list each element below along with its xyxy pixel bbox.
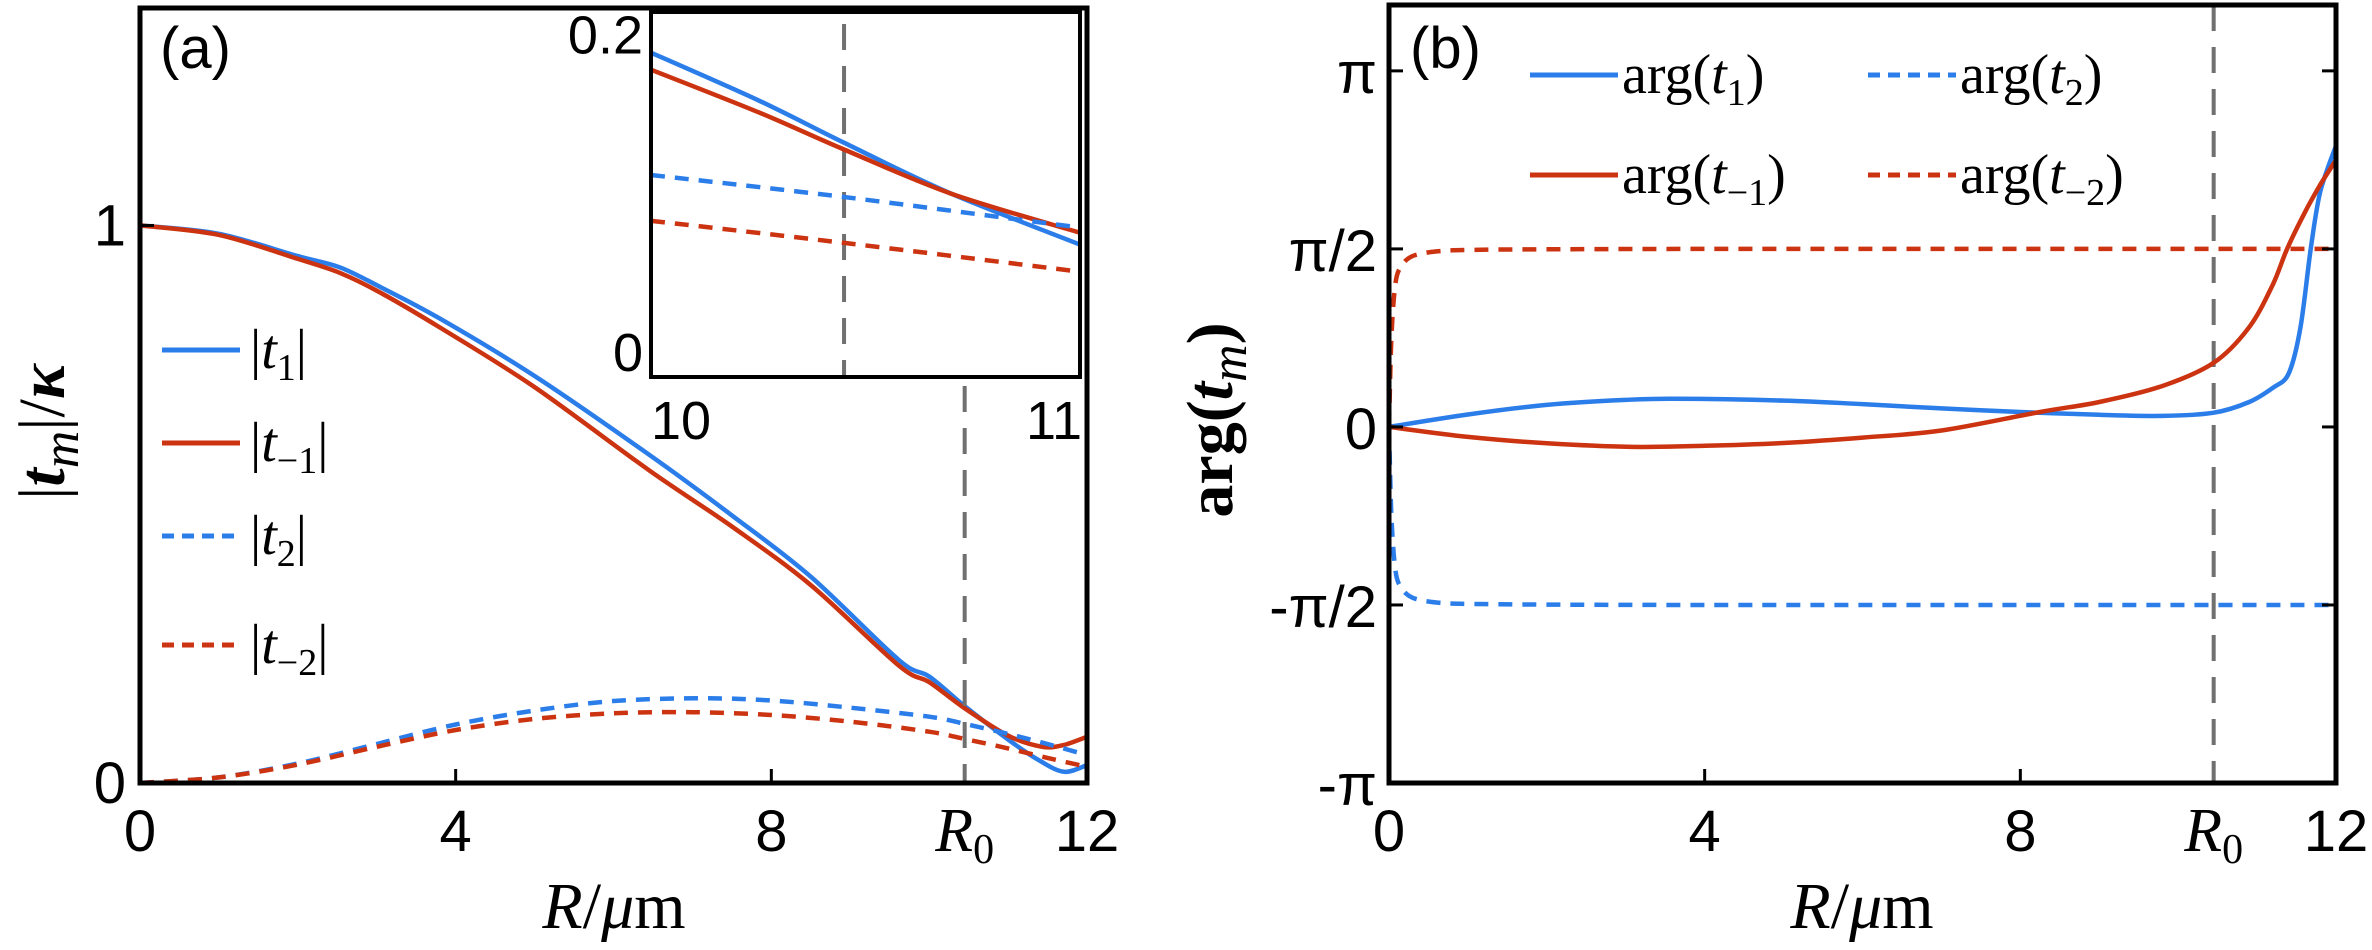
a-x-tick-label: 12 [1055,799,1120,864]
legend-label-3: arg(t−2) [1960,144,2124,214]
b-series-argt2 [1389,426,2336,608]
panel-a: 10 11 0 0.2 0 4 8 R0 12 0 1 (a) |t1| |t−1| |t2| |t−2… [6,5,1119,943]
legend-label-1: arg(t2) [1960,44,2102,114]
legend-label-2: |t2| [250,505,307,575]
ylabel-t: t [1174,380,1247,400]
ylabel-sub-m: m [33,431,90,469]
inset-x-tick-label: 11 [1026,391,1082,451]
inset-y-tick-label: 0.2 [568,5,643,65]
inset-series-t2 [651,172,1080,230]
b-series-argt1 [1389,158,2336,450]
legend-label-1: |t−1| [250,412,328,482]
panel-b-ticks: 0 4 8 R0 12 π π/2 0 -π/2 -π [1269,41,2368,873]
inset-y-tick-label: 0 [613,323,643,383]
inset-background [651,12,1080,377]
panel-a-curves [140,223,1087,783]
b-x-tick-label: 12 [2304,799,2369,864]
panel-b-label: (b) [1410,16,1481,81]
ylabel-bar-right: | [6,417,79,430]
inset-series-t1 [651,50,1080,247]
ylabel-t: t [6,467,79,487]
panel-a-ticks: 0 4 8 R0 12 0 1 [94,193,1120,873]
panel-a-frame [137,5,1090,786]
panel-a-legend: |t1| |t−1| |t2| |t−2| [162,319,328,684]
b-x-tick-label: 8 [2004,799,2036,864]
panel-b-curves [1389,144,2336,608]
legend-label-2: arg(t−1) [1622,144,1786,214]
ylabel-close-paren: ) [1174,322,1247,344]
inset-series-t1 [651,67,1080,235]
b-y-tick-label: 0 [1345,397,1377,462]
inset-frame [649,10,1082,379]
ylabel-sub-m: m [1201,344,1258,382]
a-x-tick-label: 8 [755,799,787,864]
a-series-t1 [140,223,1087,750]
svg-text:|tm|/κ: |tm|/κ [6,362,90,500]
b-y-tick-label: π [1337,41,1377,106]
panel-b-frame [1386,2,2339,786]
inset-curves [651,50,1080,274]
panel-a-inset: 10 11 0 0.2 [568,5,1082,451]
b-series-argt1 [1389,144,2336,430]
inset-series-t2 [651,218,1080,274]
a-y-tick-label: 0 [94,751,126,816]
b-y-tick-label: -π/2 [1269,575,1377,640]
a-x-tick-label: 4 [440,799,472,864]
inset-x-tick-label: 10 [651,391,711,451]
panel-a-label: (a) [160,16,231,81]
b-x-tick-label: 0 [1373,799,1405,864]
panel-a-x-axis-title: R/μm [541,870,685,943]
a-series-t2 [140,696,1087,783]
panel-b-x-axis-title: R/μm [1789,870,1933,943]
a-x-tick-label: R0 [934,797,994,873]
a-series-t2 [140,709,1087,783]
panel-b-legend: arg(t1) arg(t2) arg(t−1) arg(t−2) [1530,44,2124,214]
a-series-t1 [140,223,1087,775]
a-x-tick-label: 0 [124,799,156,864]
inset-ticks: 10 11 0 0.2 [568,5,1082,451]
panel-a-y-axis-title: |tm|/κ [6,362,90,500]
b-series-argt2 [1389,246,2336,427]
panel-b-y-axis-title: arg(tm) [1174,322,1258,517]
legend-label-0: |t1| [250,319,307,389]
ylabel-slash: / [6,398,79,417]
b-y-tick-label: π/2 [1289,219,1377,284]
ylabel-arg: arg( [1174,400,1247,517]
b-y-tick-label: -π [1318,753,1377,818]
a-y-tick-label: 1 [94,193,126,258]
legend-label-0: arg(t1) [1622,44,1764,114]
ylabel-bar-left: | [6,487,79,500]
ylabel-kappa: κ [6,362,79,399]
svg-text:arg(tm): arg(tm) [1174,322,1258,517]
legend-label-3: |t−2| [250,614,328,684]
b-x-tick-label: R0 [2183,797,2243,873]
b-x-tick-label: 4 [1689,799,1721,864]
